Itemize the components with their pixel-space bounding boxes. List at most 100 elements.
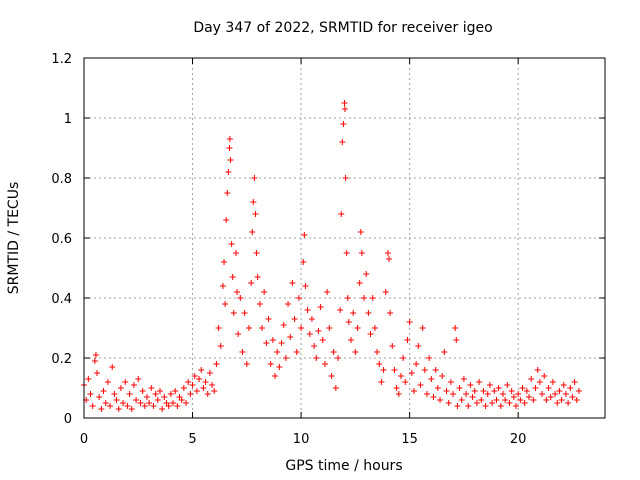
data-point <box>115 406 122 412</box>
data-point <box>91 358 98 364</box>
data-point <box>428 376 435 382</box>
data-point <box>380 367 387 373</box>
data-point <box>367 331 374 337</box>
data-point <box>313 355 320 361</box>
axis-ticks <box>83 57 605 419</box>
data-point <box>497 403 504 409</box>
data-point <box>330 349 337 355</box>
data-point <box>521 400 528 406</box>
data-point <box>202 379 209 385</box>
data-point <box>426 355 433 361</box>
data-point <box>382 289 389 295</box>
data-point <box>156 388 163 394</box>
data-point <box>437 397 444 403</box>
data-point <box>332 385 339 391</box>
data-point <box>389 343 396 349</box>
data-point <box>443 388 450 394</box>
data-point <box>293 349 300 355</box>
data-point <box>267 361 274 367</box>
data-point <box>371 325 378 331</box>
data-point <box>341 106 348 112</box>
data-point <box>92 352 99 358</box>
data-point <box>100 388 107 394</box>
y-axis-label: SRMTID / TECUs <box>6 182 22 295</box>
data-point <box>87 391 94 397</box>
data-point <box>135 376 142 382</box>
data-point <box>172 388 179 394</box>
x-tick-label: 5 <box>188 432 196 447</box>
data-point <box>302 283 309 289</box>
data-point <box>227 157 234 163</box>
data-point <box>450 391 457 397</box>
data-point <box>180 385 187 391</box>
data-point <box>209 382 216 388</box>
data-point <box>499 391 506 397</box>
data-point <box>272 373 279 379</box>
data-point <box>365 310 372 316</box>
data-point <box>193 388 200 394</box>
data-point <box>339 139 346 145</box>
data-point <box>152 391 159 397</box>
data-point <box>291 316 298 322</box>
data-point <box>565 400 572 406</box>
data-point <box>261 289 268 295</box>
data-point <box>445 400 452 406</box>
data-point <box>430 394 437 400</box>
data-point <box>289 280 296 286</box>
data-point <box>133 397 140 403</box>
data-point <box>560 382 567 388</box>
data-point <box>109 364 116 370</box>
data-point <box>301 232 308 238</box>
data-point <box>211 388 218 394</box>
data-point <box>130 382 137 388</box>
data-point <box>517 397 524 403</box>
data-point <box>239 349 246 355</box>
x-tick-labels: 0 5 10 15 20 <box>80 432 527 447</box>
data-point <box>280 322 287 328</box>
data-point <box>486 382 493 388</box>
data-point <box>473 400 480 406</box>
data-point <box>397 373 404 379</box>
data-point <box>263 340 270 346</box>
data-point <box>406 319 413 325</box>
data-point <box>352 349 359 355</box>
data-point <box>350 310 357 316</box>
data-point <box>408 370 415 376</box>
data-point <box>441 349 448 355</box>
data-point <box>454 403 461 409</box>
data-point <box>315 328 322 334</box>
data-point <box>126 391 133 397</box>
data-point <box>482 403 489 409</box>
data-point <box>387 310 394 316</box>
data-point <box>575 388 582 394</box>
y-tick-label: 0.4 <box>51 292 72 307</box>
data-point <box>276 364 283 370</box>
data-point <box>376 361 383 367</box>
data-point <box>251 175 258 181</box>
data-point <box>148 385 155 391</box>
data-point <box>167 391 174 397</box>
data-point <box>265 316 272 322</box>
data-point <box>519 385 526 391</box>
data-point <box>504 382 511 388</box>
data-point <box>386 256 393 262</box>
data-point <box>467 382 474 388</box>
data-point <box>122 379 129 385</box>
data-point <box>170 400 177 406</box>
y-tick-label: 0.2 <box>51 352 72 367</box>
data-point <box>300 259 307 265</box>
data-point <box>146 400 153 406</box>
data-point <box>196 376 203 382</box>
data-point <box>354 325 361 331</box>
data-point <box>526 394 533 400</box>
data-point <box>85 376 92 382</box>
data-point <box>165 403 172 409</box>
x-axis-label: GPS time / hours <box>285 458 402 474</box>
data-point <box>219 283 226 289</box>
data-point <box>458 397 465 403</box>
data-point <box>150 403 157 409</box>
data-point <box>183 400 190 406</box>
data-point <box>139 388 146 394</box>
data-point <box>287 334 294 340</box>
data-point <box>319 337 326 343</box>
